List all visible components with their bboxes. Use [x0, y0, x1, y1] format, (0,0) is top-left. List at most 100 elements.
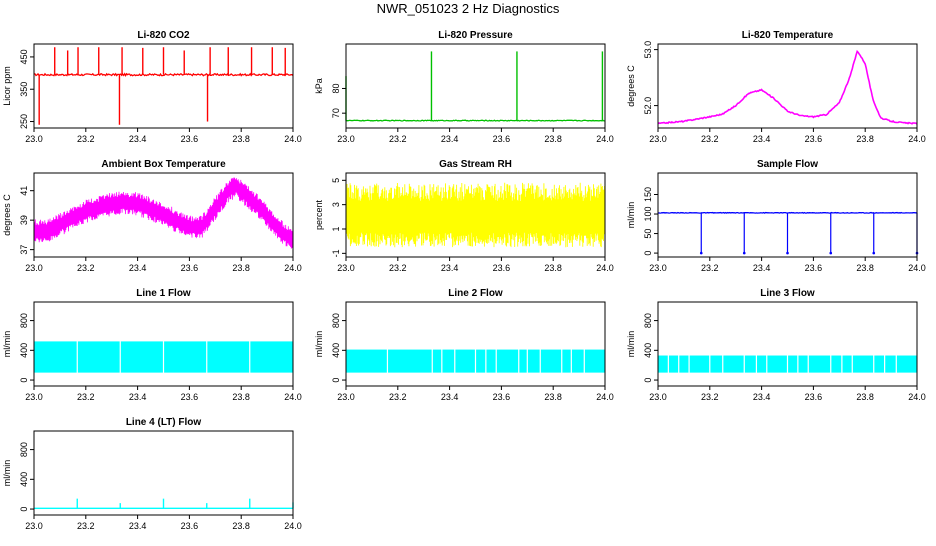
y-tick-label: 450 [19, 49, 29, 64]
x-tick-label: 23.0 [649, 134, 667, 144]
plot-frame [345, 172, 606, 258]
x-tick-label: 23.4 [129, 134, 147, 144]
drop-point [699, 251, 703, 255]
y-tick-label: 100 [643, 207, 653, 222]
chart-line1-flow: Line 1 Flow ml/min 23.0 23.2 23.4 23.6 23.8 24.… [2, 288, 302, 402]
y-tick-label: 400 [19, 343, 29, 358]
y-tick-label: 800 [19, 442, 29, 457]
x-tick-label: 23.2 [389, 134, 407, 144]
plot-frame [33, 43, 294, 129]
y-tick-label: 80 [331, 83, 341, 93]
x-tick-label: 23.8 [232, 521, 250, 531]
y-axis-label: ml/min [2, 331, 12, 358]
x-tick-label: 23.4 [129, 392, 147, 402]
x-tick-label: 23.4 [753, 134, 771, 144]
chart-pressure: Li-820 Pressure kPa 23.0 23.2 23.4 23.6 23.8 24… [314, 30, 614, 144]
y-axis-label: kPa [314, 78, 324, 94]
y-tick-label: 800 [19, 313, 29, 328]
x-tick-label: 23.4 [441, 263, 459, 273]
x-tick-label: 23.6 [493, 392, 511, 402]
y-axis-label: ml/min [314, 331, 324, 358]
x-tick-label: 23.0 [25, 134, 43, 144]
chart-co2: Li-820 CO2 Licor ppm 23.0 23.2 23.4 23.6 23.8 2… [2, 30, 302, 144]
x-tick-label: 23.8 [856, 392, 874, 402]
y-axis-label: ml/min [626, 331, 636, 358]
x-tick-label: 23.6 [181, 392, 199, 402]
x-tick-label: 23.6 [493, 263, 511, 273]
x-tick-label: 23.2 [389, 263, 407, 273]
y-tick-label: 350 [19, 82, 29, 97]
x-tick-label: 23.2 [701, 392, 719, 402]
x-tick-label: 24.0 [284, 392, 302, 402]
y-tick-label: 1 [331, 226, 341, 231]
x-tick-label: 23.2 [701, 263, 719, 273]
x-tick-label: 23.4 [441, 392, 459, 402]
chart-title: Ambient Box Temperature [101, 159, 226, 170]
y-axis-label: ml/min [2, 460, 12, 487]
y-tick-label: 150 [643, 187, 653, 202]
plot-frame [33, 301, 294, 387]
x-tick-label: 23.8 [232, 263, 250, 273]
series-line [657, 49, 918, 125]
y-tick-label: 0 [19, 507, 29, 512]
drop-point [829, 251, 833, 255]
y-tick-label: 3 [331, 202, 341, 207]
series-line [345, 182, 606, 248]
x-tick-label: 23.2 [701, 134, 719, 144]
x-tick-label: 23.0 [649, 392, 667, 402]
x-tick-label: 23.6 [805, 134, 823, 144]
chart-title: Li-820 Pressure [438, 30, 513, 41]
y-axis-label: Licor ppm [2, 66, 12, 106]
x-tick-label: 23.8 [544, 392, 562, 402]
y-tick-label: 0 [19, 378, 29, 383]
y-axis-label: ml/min [626, 202, 636, 229]
x-tick-label: 23.0 [337, 134, 355, 144]
chart-title: Gas Stream RH [439, 159, 512, 170]
x-tick-label: 23.6 [181, 263, 199, 273]
x-tick-label: 23.8 [232, 134, 250, 144]
x-tick-label: 23.0 [25, 263, 43, 273]
y-tick-label: 250 [19, 114, 29, 129]
x-tick-label: 23.0 [25, 521, 43, 531]
y-tick-label: 400 [19, 472, 29, 487]
x-tick-label: 23.2 [389, 392, 407, 402]
y-axis-label: degrees C [2, 194, 12, 236]
x-tick-label: 23.2 [77, 392, 95, 402]
y-tick-label: 50 [643, 229, 653, 239]
series-line [34, 72, 294, 78]
x-tick-label: 23.6 [181, 521, 199, 531]
series-line [345, 119, 605, 122]
chart-title: Line 4 (LT) Flow [126, 417, 202, 428]
chart-line3-flow: Line 3 Flow ml/min 23.0 23.2 23.4 23.6 23.8 24.… [626, 288, 926, 402]
x-tick-label: 23.4 [441, 134, 459, 144]
x-tick-label: 23.2 [77, 521, 95, 531]
x-tick-label: 23.0 [337, 263, 355, 273]
x-tick-label: 23.0 [649, 263, 667, 273]
x-tick-label: 23.0 [25, 392, 43, 402]
y-tick-label: 70 [331, 108, 341, 118]
chart-title: Li-820 Temperature [742, 30, 834, 41]
chart-title: Li-820 CO2 [137, 30, 190, 41]
x-tick-label: 23.4 [129, 521, 147, 531]
y-tick-label: 5 [331, 178, 341, 183]
x-tick-label: 23.6 [181, 134, 199, 144]
x-tick-label: 23.8 [544, 263, 562, 273]
x-tick-label: 23.8 [856, 263, 874, 273]
x-tick-label: 24.0 [596, 392, 614, 402]
chart-ambient-box-temperature: Ambient Box Temperature degrees C 23.0 23.2… [2, 159, 302, 273]
x-tick-label: 24.0 [596, 134, 614, 144]
plot-frame [345, 301, 606, 387]
plot-frame [657, 172, 918, 258]
page-title: NWR_051023 2 Hz Diagnostics [376, 1, 560, 16]
y-tick-label: 400 [331, 343, 341, 358]
x-tick-label: 24.0 [908, 134, 926, 144]
y-tick-label: 0 [643, 251, 653, 256]
x-tick-label: 24.0 [284, 263, 302, 273]
chart-title: Line 3 Flow [760, 288, 815, 299]
chart-sample-flow: Sample Flow ml/min 23.0 23.2 23.4 23.6 23.8 24.… [626, 159, 926, 273]
plot-frame [657, 301, 918, 387]
chart-gas-stream-rh: Gas Stream RH percent 23.0 23.2 23.4 23.6 23.8… [314, 159, 614, 273]
y-tick-label: 0 [643, 378, 653, 383]
y-tick-label: 37 [19, 245, 29, 255]
drop-point [786, 251, 789, 255]
